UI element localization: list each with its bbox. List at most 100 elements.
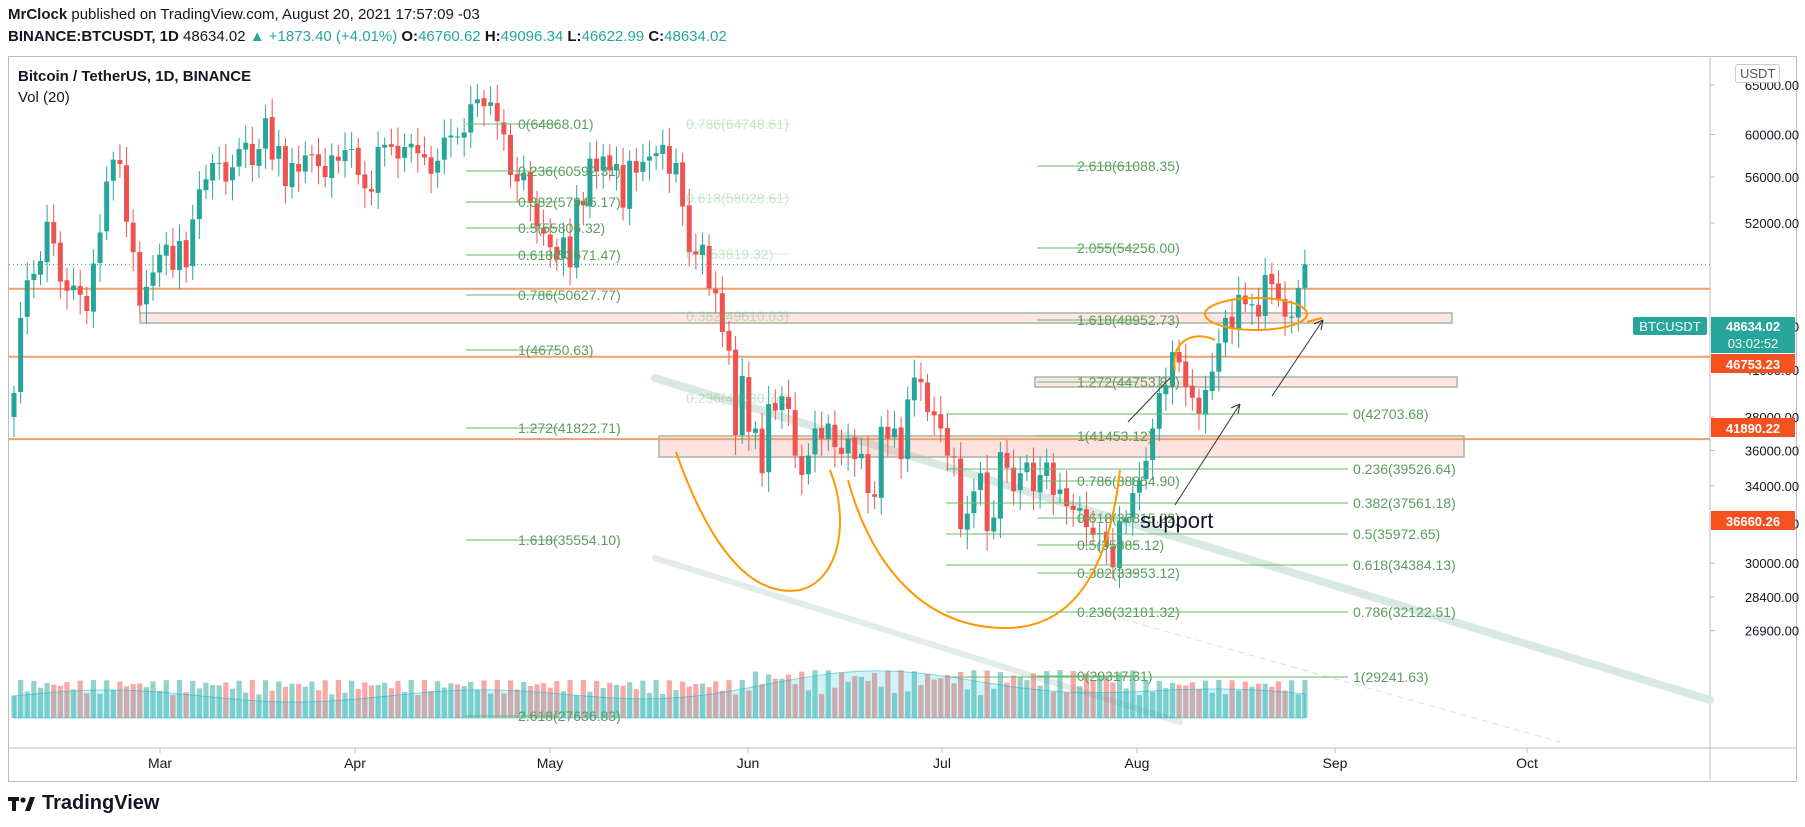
tradingview-logo: TradingView [8,792,159,815]
volume-bar [1295,694,1301,718]
candle-body [37,260,43,275]
candle-body [832,424,838,448]
volume-bar [196,688,202,718]
volume-bar [819,694,825,718]
price-change: ▲ +1873.40 (+4.01%) [249,28,398,45]
volume-bar [276,681,282,718]
volume-bar [1262,683,1268,718]
volume-bar [878,686,884,718]
candle-body [680,162,686,207]
volume-bar [785,674,792,718]
candle-body [31,273,37,281]
open-value: 46760.62 [418,28,481,45]
candle-body [322,166,328,178]
candle-body [77,286,83,295]
volume-bar [1255,683,1262,718]
volume-bar [706,687,712,718]
candle-body [1143,460,1149,480]
candle-body [143,286,149,305]
volume-bar [938,678,944,718]
candle-body [1229,316,1235,330]
volume-bar [329,694,335,718]
candle-body [84,296,90,312]
volume-bar [1057,670,1063,718]
candle-body [249,143,255,166]
candle-body [263,118,269,149]
candle-body [415,144,421,154]
volume-bar [421,680,428,718]
candle-body [746,377,752,432]
volume-bar [924,673,931,718]
candle-body [1090,527,1096,536]
volume-bar [838,672,845,718]
volume-bar [408,679,414,718]
resistance-zone [1034,376,1458,388]
volume-bar [799,671,805,718]
candle-body [190,219,196,267]
price-tick-label: 52000.00 [1745,216,1799,231]
level-price-tag-bg [1711,418,1795,437]
candle-body [1064,488,1070,507]
fib-level-label: 0.382(49610.03) [686,308,789,324]
fib-level-label: 0.786(64748.61) [686,116,789,132]
volume-bar [1103,675,1109,718]
volume-bar [905,691,911,718]
candle-body [395,145,401,159]
volume-bar [84,693,90,718]
candle-body [229,167,235,181]
volume-bar [18,680,24,718]
support-annotation: support [1140,508,1213,533]
fib-level-label: 1(29241.63) [1353,669,1429,685]
volume-bar [1203,680,1209,718]
volume-bar [792,684,798,718]
candle-body [1110,546,1116,568]
candle-body [514,174,520,182]
fib-level-label: 0.786(38854.90) [1077,473,1180,489]
volume-bar [1110,682,1116,718]
fib-level-label: 1(46750.63) [518,342,594,358]
candle-body [1302,264,1308,288]
volume-bar [1136,695,1142,718]
volume-bar [1176,684,1182,718]
volume-bar [507,680,514,718]
fib-level-label: 0.618(53671.47) [518,247,621,263]
candle-body [567,236,573,268]
candle-body [355,147,361,175]
volume-bar [1011,675,1017,718]
candle-body [243,142,249,150]
candle-body [878,426,884,498]
fib-level-label: 0.236(60592.31) [518,163,621,179]
fib-level-label: 0.236(39526.64) [1353,461,1456,477]
candle-body [1057,489,1063,494]
volume-bar [527,686,533,718]
time-tick-label: Jul [933,755,951,771]
candle-body [44,221,50,263]
volume-bar [872,673,878,718]
volume-bar [481,680,487,718]
volume-bar [1242,681,1248,718]
candle-body [845,438,851,454]
volume-bar [1130,670,1136,718]
fib-level-label: 0(64868.01) [518,116,594,132]
candle-body [541,227,547,234]
volume-bar [832,687,838,718]
volume-bar [31,681,37,718]
candle-body [461,132,467,138]
arrow-head [1230,403,1241,415]
volume-bar [812,670,818,718]
volume-bar [567,680,573,718]
candle-body [302,155,308,172]
candle-body [1216,343,1222,372]
volume-bar [627,682,633,718]
candle-body [607,155,613,171]
candle-body [574,199,580,268]
candle-body [819,427,825,439]
volume-bar [1090,680,1096,718]
currency-button[interactable]: USDT [1735,64,1781,83]
volume-bar [223,682,229,718]
resistance-zone [139,312,1453,324]
fib-level-label: 0.5(53819.32) [686,246,773,262]
volume-bar [620,685,626,718]
channel-upper-line [651,374,1714,704]
